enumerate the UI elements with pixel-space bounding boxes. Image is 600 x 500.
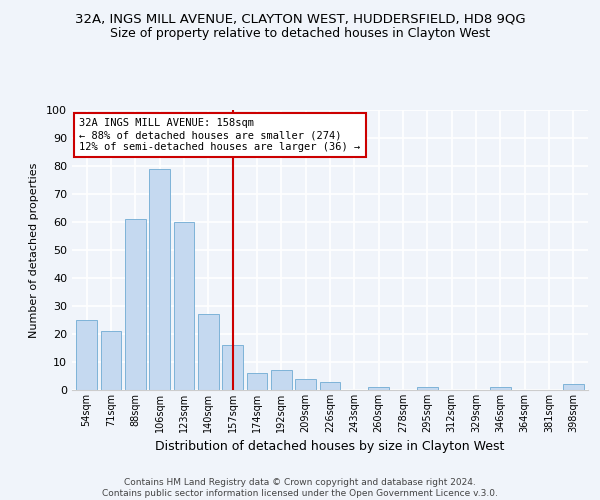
Bar (295, 379, 316, 390)
Text: 32A INGS MILL AVENUE: 158sqm
← 88% of detached houses are smaller (274)
12% of s: 32A INGS MILL AVENUE: 158sqm ← 88% of de… (79, 118, 361, 152)
Bar (101, 331, 121, 390)
Y-axis label: Number of detached properties: Number of detached properties (29, 162, 39, 338)
Bar (76, 320, 97, 390)
Bar (490, 387, 511, 390)
Bar (125, 219, 146, 390)
Text: Size of property relative to detached houses in Clayton West: Size of property relative to detached ho… (110, 28, 490, 40)
Bar (417, 387, 438, 390)
Bar (222, 345, 243, 390)
Bar (247, 373, 268, 390)
X-axis label: Distribution of detached houses by size in Clayton West: Distribution of detached houses by size … (155, 440, 505, 454)
Bar (271, 370, 292, 390)
Bar (320, 382, 340, 390)
Bar (368, 387, 389, 390)
Bar (149, 169, 170, 390)
Text: Contains HM Land Registry data © Crown copyright and database right 2024.
Contai: Contains HM Land Registry data © Crown c… (102, 478, 498, 498)
Bar (173, 222, 194, 390)
Text: 32A, INGS MILL AVENUE, CLAYTON WEST, HUDDERSFIELD, HD8 9QG: 32A, INGS MILL AVENUE, CLAYTON WEST, HUD… (74, 12, 526, 26)
Bar (198, 314, 218, 390)
Bar (563, 384, 584, 390)
